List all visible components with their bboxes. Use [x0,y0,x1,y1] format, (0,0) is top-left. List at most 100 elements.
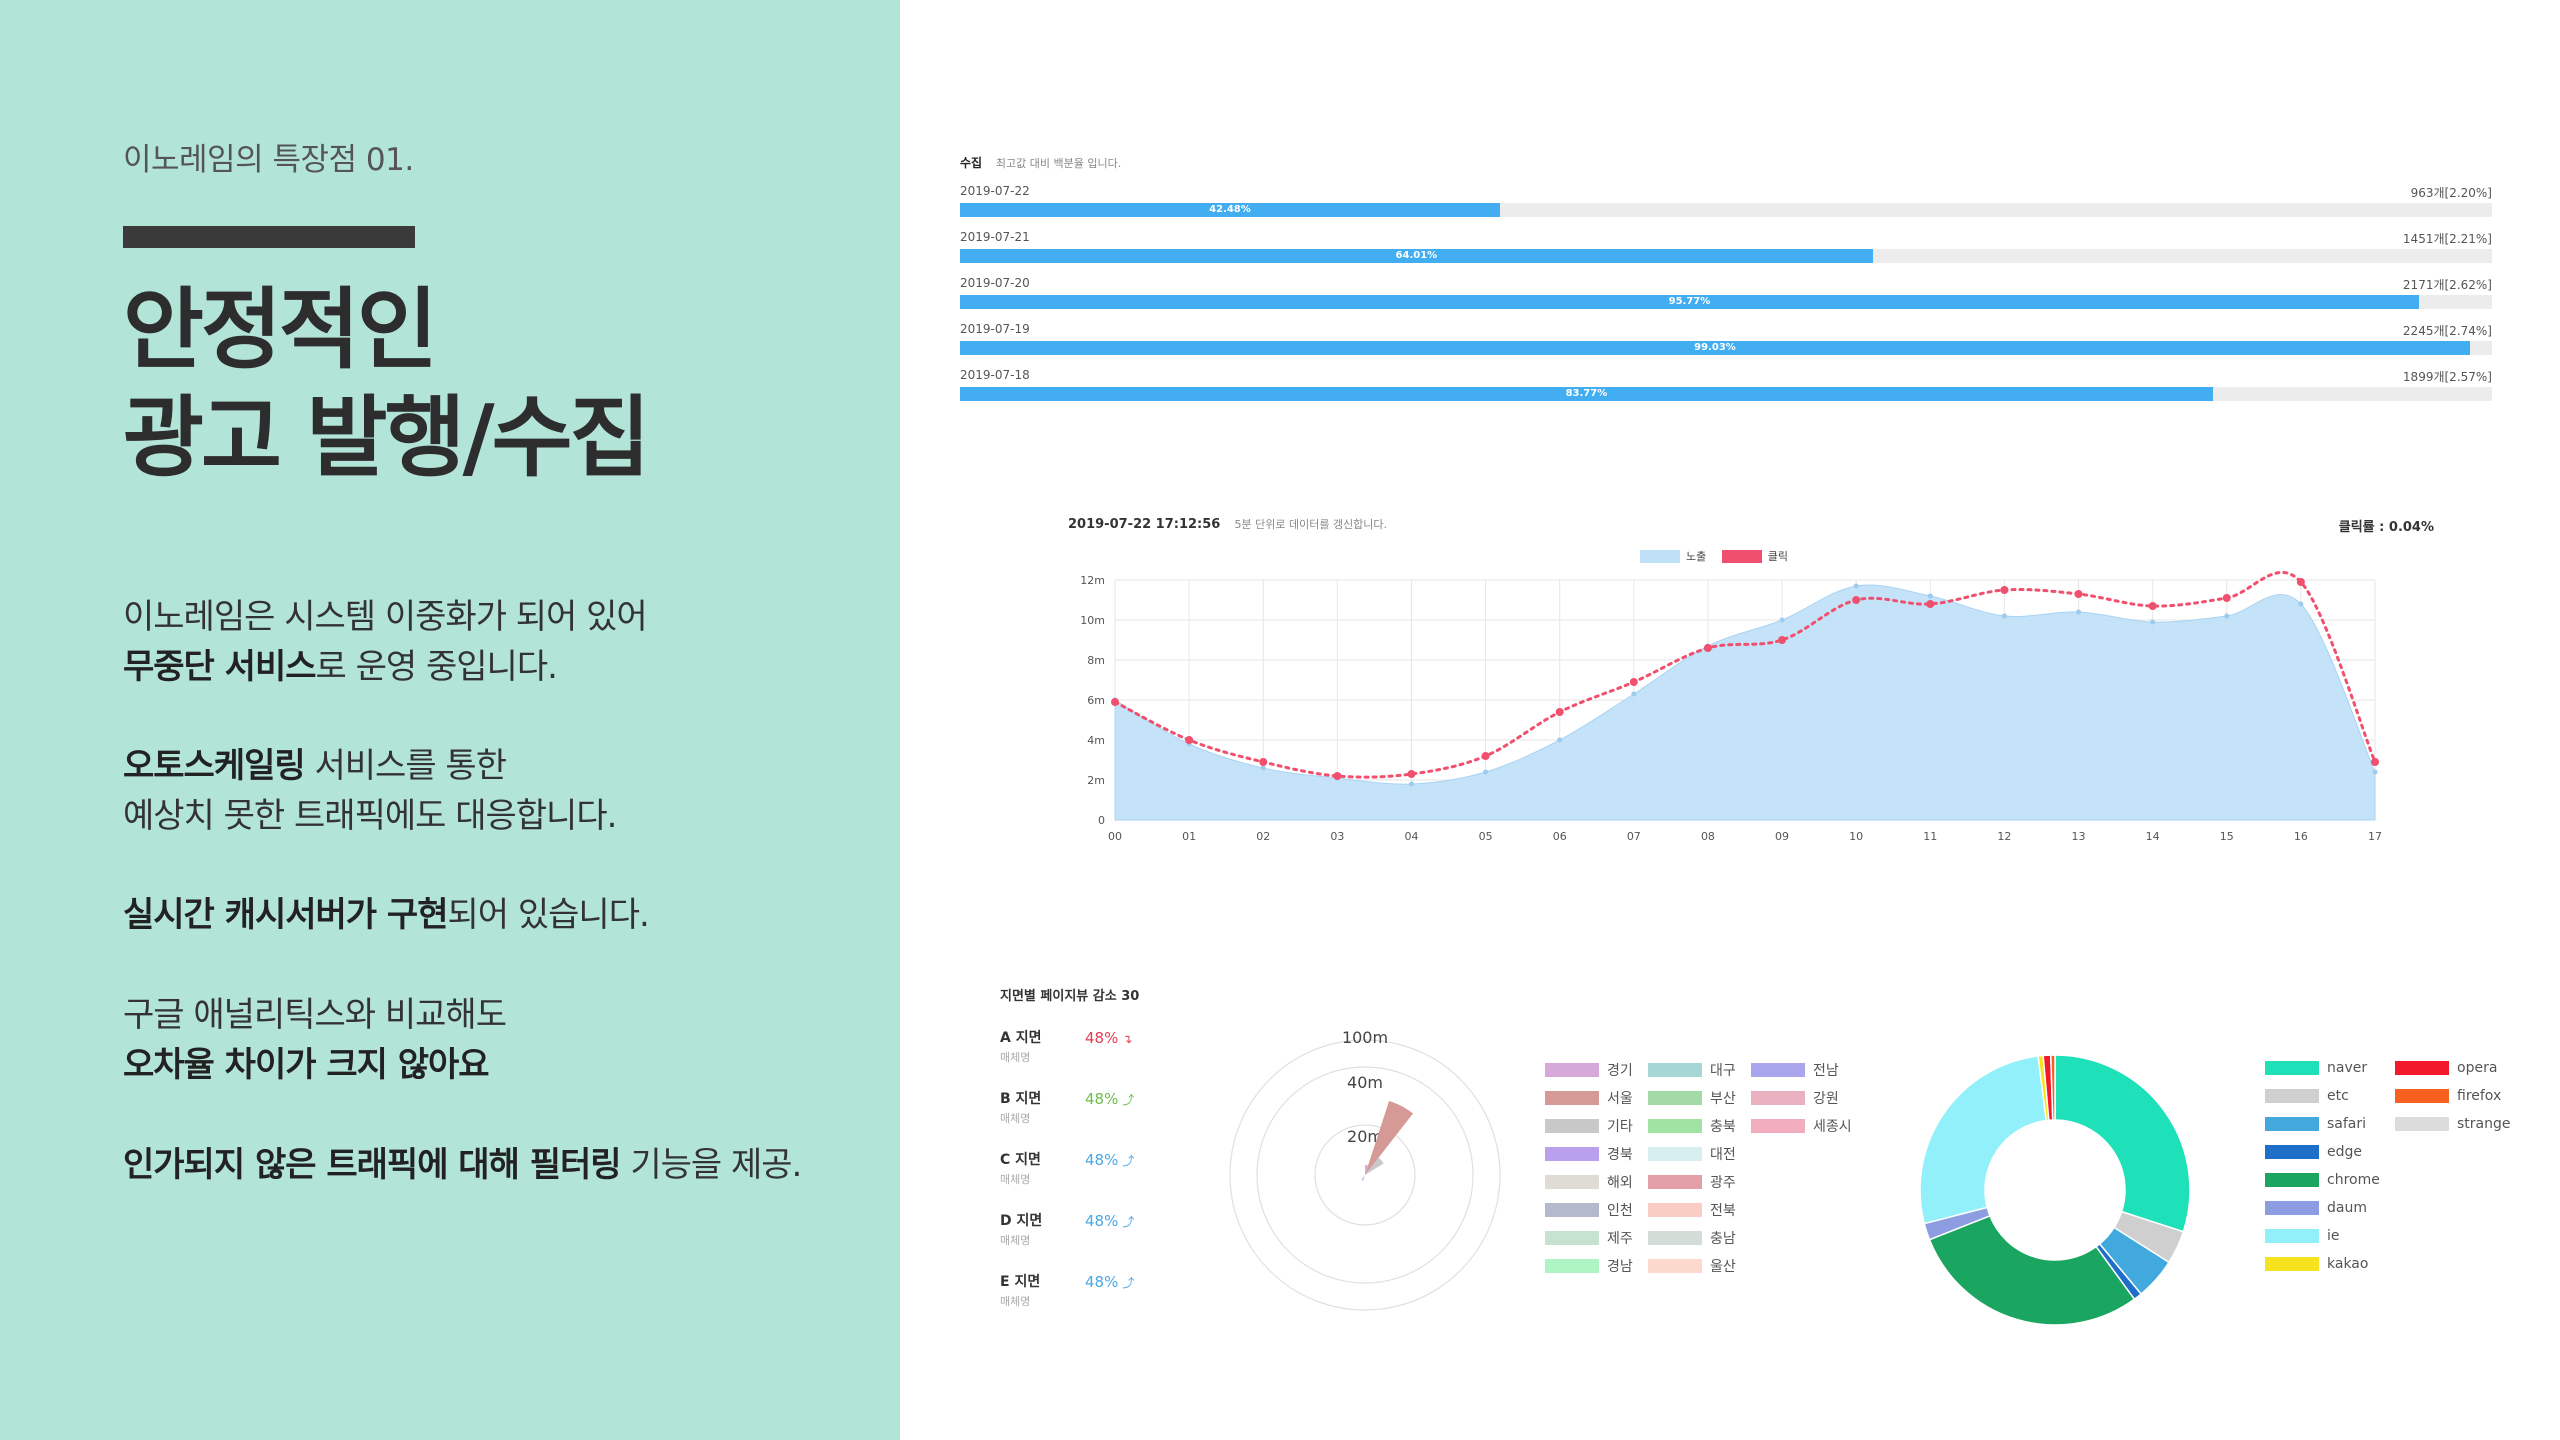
region-legend-item[interactable]: 경남 [1545,1256,1633,1276]
x-tick-label: 04 [1404,830,1418,843]
region-legend-item[interactable]: 전북 [1648,1200,1736,1220]
click-point [1926,600,1935,608]
region-legend-item[interactable]: 제주 [1545,1228,1633,1248]
x-tick-label: 08 [1701,830,1715,843]
region-polar-chart: 100m 40m 20m [1229,1030,1501,1311]
legend-swatch [1545,1231,1599,1245]
browser-legend-item[interactable]: ie [2265,1228,2340,1244]
p1-line2: 무중단 서비스로 운영 중입니다. [123,642,647,692]
legend-click[interactable]: 클릭 [1721,548,1788,564]
bar-chart-subtitle: 최고값 대비 백분율 입니다. [995,157,1122,170]
zone-percent-value: 48% [1085,1029,1119,1047]
region-legend-item[interactable]: 세종시 [1751,1116,1852,1136]
zone-name: B 지면 [1000,1091,1042,1107]
p1-rest: 로 운영 중입니다. [315,647,558,687]
region-legend-item[interactable]: 부산 [1648,1088,1736,1108]
feature-paragraph-1: 이노레임은 시스템 이중화가 되어 있어 무중단 서비스로 운영 중입니다. [123,592,648,692]
region-legend-item[interactable]: 해외 [1545,1172,1633,1192]
impression-point [1631,691,1637,697]
bar-fill [960,387,2213,401]
y-tick-label: 2m [1087,774,1105,787]
legend-label: daum [2327,1200,2367,1216]
legend-swatch [1545,1203,1599,1217]
legend-swatch [1648,1063,1702,1077]
legend-label: 부산 [1710,1091,1736,1107]
region-legend-item[interactable]: 전남 [1751,1060,1839,1080]
zone-row: A 지면 매체명 48% ↴ [1000,1027,1180,1077]
browser-legend-item[interactable]: firefox [2395,1088,2501,1104]
legend-label: kakao [2327,1256,2369,1272]
donut-slice-firefox [2049,1054,2056,1121]
line-legend[interactable]: 노출 클릭 [1640,548,1800,566]
browser-legend-item[interactable]: edge [2265,1144,2362,1160]
region-legend-item[interactable]: 울산 [1648,1256,1736,1276]
y-tick-label: 12m [1080,574,1105,587]
legend-impression-label: 노출 [1686,550,1707,563]
x-tick-label: 12 [1997,830,2011,843]
browser-legend-item[interactable]: strange [2395,1116,2511,1132]
x-tick-label: 14 [2146,830,2160,843]
p3-line1: 실시간 캐시서버가 구현되어 있습니다. [123,890,650,940]
browser-legend-item[interactable]: safari [2265,1116,2366,1132]
legend-label: 서울 [1607,1091,1633,1107]
region-legend-item[interactable]: 경기 [1545,1060,1633,1080]
zone-name: A 지면 [1000,1030,1042,1046]
bar-chart-title: 수집 [960,156,983,170]
click-point [2074,590,2083,598]
legend-swatch [2395,1117,2449,1131]
zone-percent: 48% ⤴ [1085,1090,1134,1108]
legend-swatch [1648,1119,1702,1133]
browser-donut-chart [1919,1054,2191,1326]
feature-paragraph-3: 실시간 캐시서버가 구현되어 있습니다. [123,890,650,940]
legend-label: 대구 [1710,1063,1736,1079]
y-tick-label: 8m [1087,654,1105,667]
browser-legend-item[interactable]: kakao [2265,1256,2368,1272]
polar-ring [1229,1039,1501,1311]
bar-row: 2019-07-18 1899개[2.57%] 83.77% [960,368,2492,408]
region-legend-item[interactable]: 서울 [1545,1088,1633,1108]
region-legend-item[interactable]: 경북 [1545,1144,1633,1164]
browser-legend-item[interactable]: opera [2395,1060,2497,1076]
legend-label: 인천 [1607,1203,1633,1219]
legend-label: 충남 [1710,1231,1736,1247]
legend-label: safari [2327,1116,2367,1132]
region-legend-item[interactable]: 대구 [1648,1060,1736,1080]
region-legend-item[interactable]: 대전 [1648,1144,1736,1164]
zone-name: C 지면 [1000,1152,1041,1168]
region-legend-item[interactable]: 인천 [1545,1200,1633,1220]
x-tick-label: 00 [1108,830,1122,843]
legend-impression[interactable]: 노출 [1640,548,1706,564]
zone-row: D 지면 매체명 48% ⤴ [1000,1210,1180,1260]
browser-legend-item[interactable]: naver [2265,1060,2367,1076]
zone-percent-value: 48% [1085,1273,1119,1291]
browser-legend-item[interactable]: daum [2265,1200,2367,1216]
legend-label: 충북 [1710,1119,1736,1135]
legend-swatch [1648,1147,1702,1161]
legend-swatch [1751,1091,1805,1105]
donut-slice-ie [1919,1055,2048,1225]
bar-date: 2019-07-18 [960,368,1030,382]
bar-count: 963개[2.20%] [2410,186,2492,200]
region-legend-item[interactable]: 충남 [1648,1228,1736,1248]
browser-legend-item[interactable]: chrome [2265,1172,2380,1188]
legend-swatch [2265,1145,2319,1159]
polar-ring-label: 100m [1342,1030,1388,1047]
bar-row: 2019-07-19 2245개[2.74%] 99.03% [960,322,2492,362]
region-legend-item[interactable]: 강원 [1751,1088,1839,1108]
legend-label: naver [2327,1060,2368,1076]
p1-line1: 이노레임은 시스템 이중화가 되어 있어 [123,597,648,637]
impression-point [2001,613,2007,619]
region-legend-item[interactable]: 기타 [1545,1116,1633,1136]
bar-count: 2171개[2.62%] [2402,278,2492,292]
bar-track: 95.77% [960,295,2492,309]
click-point [1111,698,1119,706]
legend-label: 경북 [1607,1147,1633,1163]
zone-media-name: 매체명 [1000,1234,1031,1247]
bar-row: 2019-07-21 1451개[2.21%] 64.01% [960,230,2492,270]
eyebrow-label: 이노레임의 특장점 01. [123,142,414,178]
browser-legend-item[interactable]: etc [2265,1088,2349,1104]
region-legend-item[interactable]: 충북 [1648,1116,1736,1136]
zone-media-name: 매체명 [1000,1173,1031,1186]
zone-row: E 지면 매체명 48% ⤴ [1000,1271,1180,1321]
region-legend-item[interactable]: 광주 [1648,1172,1736,1192]
